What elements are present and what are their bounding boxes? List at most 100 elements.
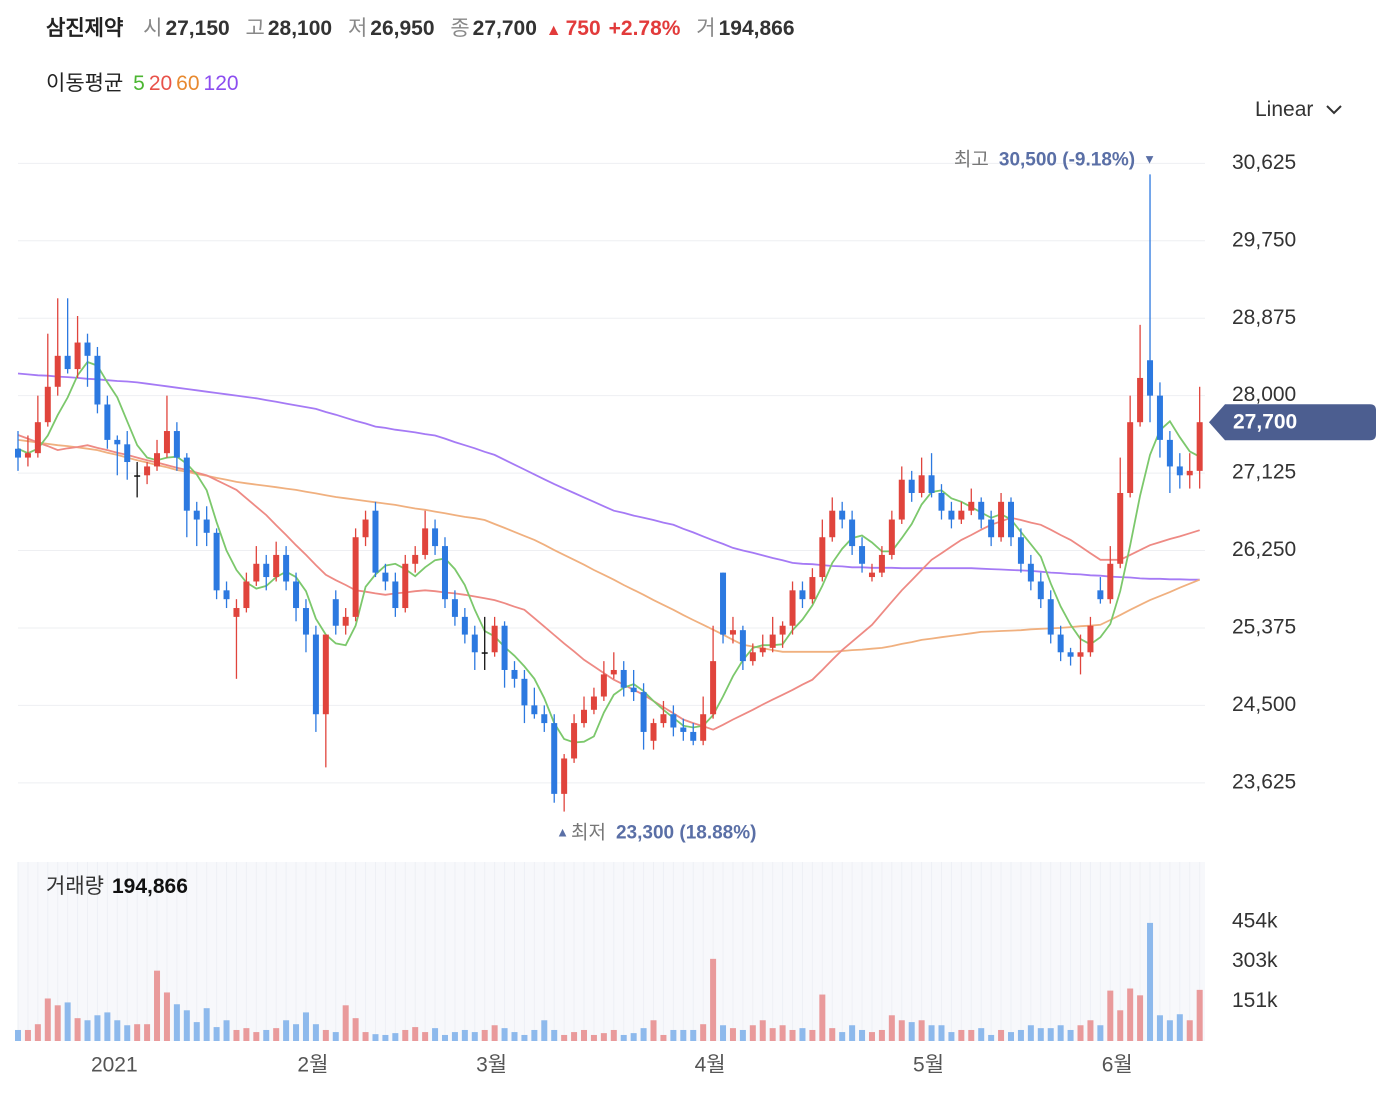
candle-body <box>382 572 389 582</box>
volume-bar <box>1117 1010 1124 1041</box>
volume-title: 거래량 194,866 <box>46 875 188 898</box>
volume-bar <box>1017 1029 1024 1041</box>
candle-body <box>15 448 21 458</box>
y-tick-label: 29,750 <box>1232 228 1296 251</box>
annotation-marker: ▲ <box>556 825 569 840</box>
legend-entry: 20 <box>148 72 173 95</box>
candle-body <box>888 519 895 555</box>
volume-bar <box>729 1028 736 1041</box>
scale-select[interactable]: Linear <box>1255 98 1342 122</box>
volume-bar <box>163 992 170 1041</box>
volume-bar <box>451 1032 458 1041</box>
volume-bar <box>134 1024 141 1041</box>
volume-current: 194,866 <box>112 875 188 898</box>
candle-body <box>720 572 727 635</box>
candle-body <box>1127 422 1134 493</box>
volume-bar <box>193 1022 200 1041</box>
candle-body <box>759 647 766 653</box>
volume-bar <box>511 1032 518 1041</box>
y-tick-label: 27,125 <box>1232 461 1296 484</box>
volume-bar <box>332 1032 339 1041</box>
candle-body <box>571 723 578 759</box>
candle-body <box>918 475 925 493</box>
candle-body <box>551 723 558 794</box>
volume-bar <box>710 958 717 1041</box>
candle-body <box>372 510 379 573</box>
candle-body <box>700 714 707 741</box>
candle-body <box>531 705 538 715</box>
volume-bar <box>988 1034 995 1041</box>
candle-body <box>1027 563 1034 582</box>
candle-body <box>670 714 677 728</box>
candle-body <box>1017 537 1024 564</box>
volume-bar <box>1047 1028 1054 1041</box>
candle-body <box>1166 439 1173 467</box>
candle-body <box>312 634 319 715</box>
volume-title-label: 거래량 <box>46 875 104 898</box>
volume-bar <box>630 1033 637 1041</box>
volume-bar <box>273 1028 280 1041</box>
chevron <box>1326 105 1342 115</box>
candle-body <box>273 554 280 578</box>
volume-bar <box>581 1029 588 1041</box>
volume-bar <box>720 1025 727 1041</box>
y-tick-label: 151k <box>1232 989 1278 1012</box>
candle-body <box>64 355 71 370</box>
candle-body <box>1147 360 1154 396</box>
annotation-value: 23,300 (18.88%) <box>616 823 757 844</box>
quote-label: 시 <box>143 17 163 40</box>
volume-bar <box>1176 1014 1183 1041</box>
candle-body <box>1047 599 1054 635</box>
candle-body <box>392 581 399 609</box>
ma-line <box>17 439 1201 653</box>
volume-bar <box>104 1012 111 1041</box>
volume-bar <box>342 1005 349 1041</box>
volume-bar <box>412 1027 419 1041</box>
volume-bar <box>690 1029 697 1041</box>
x-tick-label: 3월 <box>476 1054 507 1077</box>
candle-body <box>908 479 915 493</box>
volume-bar <box>660 1034 667 1041</box>
volume-bar <box>571 1032 578 1041</box>
volume-bar <box>561 1034 568 1041</box>
candle-body <box>1107 563 1114 600</box>
volume-bar <box>183 1010 190 1041</box>
volume-bar <box>1087 1020 1094 1041</box>
volume-bar <box>491 1025 498 1041</box>
candle-body <box>898 479 905 520</box>
candle-body <box>1196 422 1203 471</box>
candle-body <box>144 466 151 476</box>
volume-bar <box>54 1005 61 1041</box>
candle-body <box>1087 625 1094 653</box>
candle-body <box>809 577 816 600</box>
candle-body <box>422 528 429 555</box>
volume-bar <box>1057 1025 1064 1041</box>
candle-body <box>680 727 687 732</box>
volume-bar <box>541 1020 548 1041</box>
candle-body <box>561 758 568 794</box>
quote-label: 저 <box>347 17 368 40</box>
candle-body <box>938 492 945 511</box>
volume-bar <box>600 1033 607 1041</box>
volume-bar <box>779 1025 786 1041</box>
candle-body <box>302 608 309 635</box>
volume-bar <box>829 1028 836 1041</box>
volume-bar <box>481 1029 488 1041</box>
volume-bar <box>978 1028 985 1041</box>
quote-label: 고 <box>245 17 265 40</box>
candle-body <box>610 669 617 675</box>
volume-bar <box>531 1029 538 1041</box>
volume-bar <box>908 1022 915 1041</box>
candle-body <box>441 546 448 600</box>
candle-body <box>779 625 786 635</box>
volume-bar <box>1067 1029 1074 1041</box>
quote-value: 27,150 <box>165 17 230 40</box>
candle-body <box>114 439 121 445</box>
volume-bar <box>213 1027 220 1041</box>
volume-bar <box>432 1028 439 1041</box>
candle-body <box>660 714 667 724</box>
candle-body <box>521 678 528 706</box>
candle-body <box>729 630 736 635</box>
legend-entry: 60 <box>176 72 200 95</box>
